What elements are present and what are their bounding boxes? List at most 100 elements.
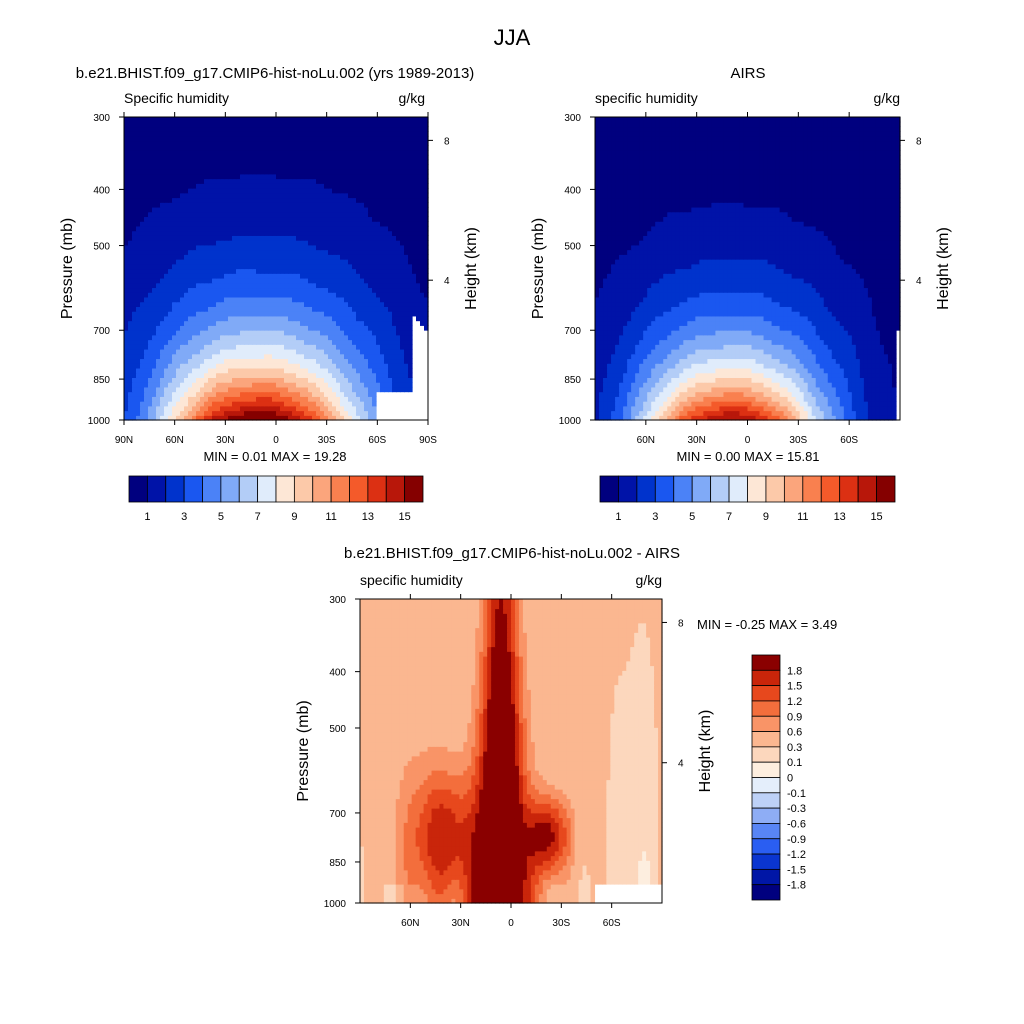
model-cell [376,192,381,199]
model-cell [160,396,165,402]
model-cell [260,135,265,142]
model-cell [376,183,381,189]
model-cell [164,377,169,383]
model-cell [416,244,421,251]
model-cell [408,173,413,180]
model-cell [400,386,405,393]
model-cell [312,301,317,307]
model-cell [404,154,409,161]
model-cell [180,339,185,345]
model-cell [388,330,393,336]
model-cell [164,240,169,246]
obs-cell [687,410,692,416]
model-cell [184,183,189,189]
model-cell [368,225,373,232]
model-cell [224,401,229,407]
model-cell [360,405,365,412]
model-cell [280,405,285,412]
model-cell [372,230,377,236]
model-cell [312,296,317,303]
model-cell [236,164,241,170]
model-cell [180,145,185,151]
model-cell [332,268,337,274]
model-cell [140,391,145,397]
model-cell [340,334,345,341]
model-cell [380,263,385,270]
model-cell [184,382,189,388]
model-cell [208,405,213,412]
model-cell [332,173,337,180]
model-cell [396,211,401,218]
model-cell [408,202,413,208]
model-cell [184,386,189,393]
model-cell [320,405,325,412]
model-cell [292,292,297,298]
model-cell [296,244,301,251]
model-cell [408,367,413,374]
model-cell [240,382,245,388]
model-cell [232,334,237,341]
model-cell [252,377,257,383]
model-cell [168,150,173,156]
model-cell [400,192,405,199]
model-cell [192,216,197,222]
model-cell [144,259,149,265]
model-cell [200,344,205,350]
model-cell [220,211,225,218]
obs-cell [759,410,765,416]
model-cell [196,192,201,199]
model-cell [204,225,209,232]
model-cell [264,197,269,203]
model-cell [220,277,225,284]
model-cell [368,382,373,388]
model-cell [152,145,157,151]
model-cell [252,145,257,151]
model-cell [356,367,361,374]
model-cell [196,197,201,203]
model-cell [320,126,325,132]
model-cell [268,306,273,312]
model-cell [308,254,313,260]
model-cell [144,315,149,322]
model-cell [156,277,161,284]
model-cell [244,396,249,402]
model-cell [128,259,133,265]
model-cell [204,263,209,270]
model-cell [364,150,369,156]
model-cell [388,206,393,213]
model-cell [168,273,173,279]
model-cell [160,358,165,364]
model-cell [276,192,281,199]
model-cell [268,391,273,397]
model-y2label: Height (km) [463,227,480,310]
model-cell [248,391,253,397]
model-cell [368,140,373,146]
model-cell [212,131,217,137]
obs-cell [827,410,833,416]
model-cell [228,164,233,170]
model-cell [312,325,317,331]
model-cell [268,377,273,383]
model-cell [376,263,381,270]
model-cell [164,216,169,222]
model-cell [340,211,345,218]
model-cell [188,372,193,378]
model-cell [148,173,153,180]
obs-cell [811,410,817,416]
obs-cell [623,415,628,421]
model-cell [180,377,185,383]
model-cell [160,405,165,412]
model-cell [204,292,209,298]
model-cell [236,230,241,236]
model-cell [168,178,173,184]
model-cell [284,202,289,208]
model-cell [368,339,373,345]
model-cell [388,145,393,151]
model-cell [172,150,177,156]
model-cell [124,315,129,322]
model-cell [180,287,185,293]
model-cell [200,183,205,189]
model-cell [148,358,153,364]
model-cell [344,135,349,142]
model-cell [364,197,369,203]
